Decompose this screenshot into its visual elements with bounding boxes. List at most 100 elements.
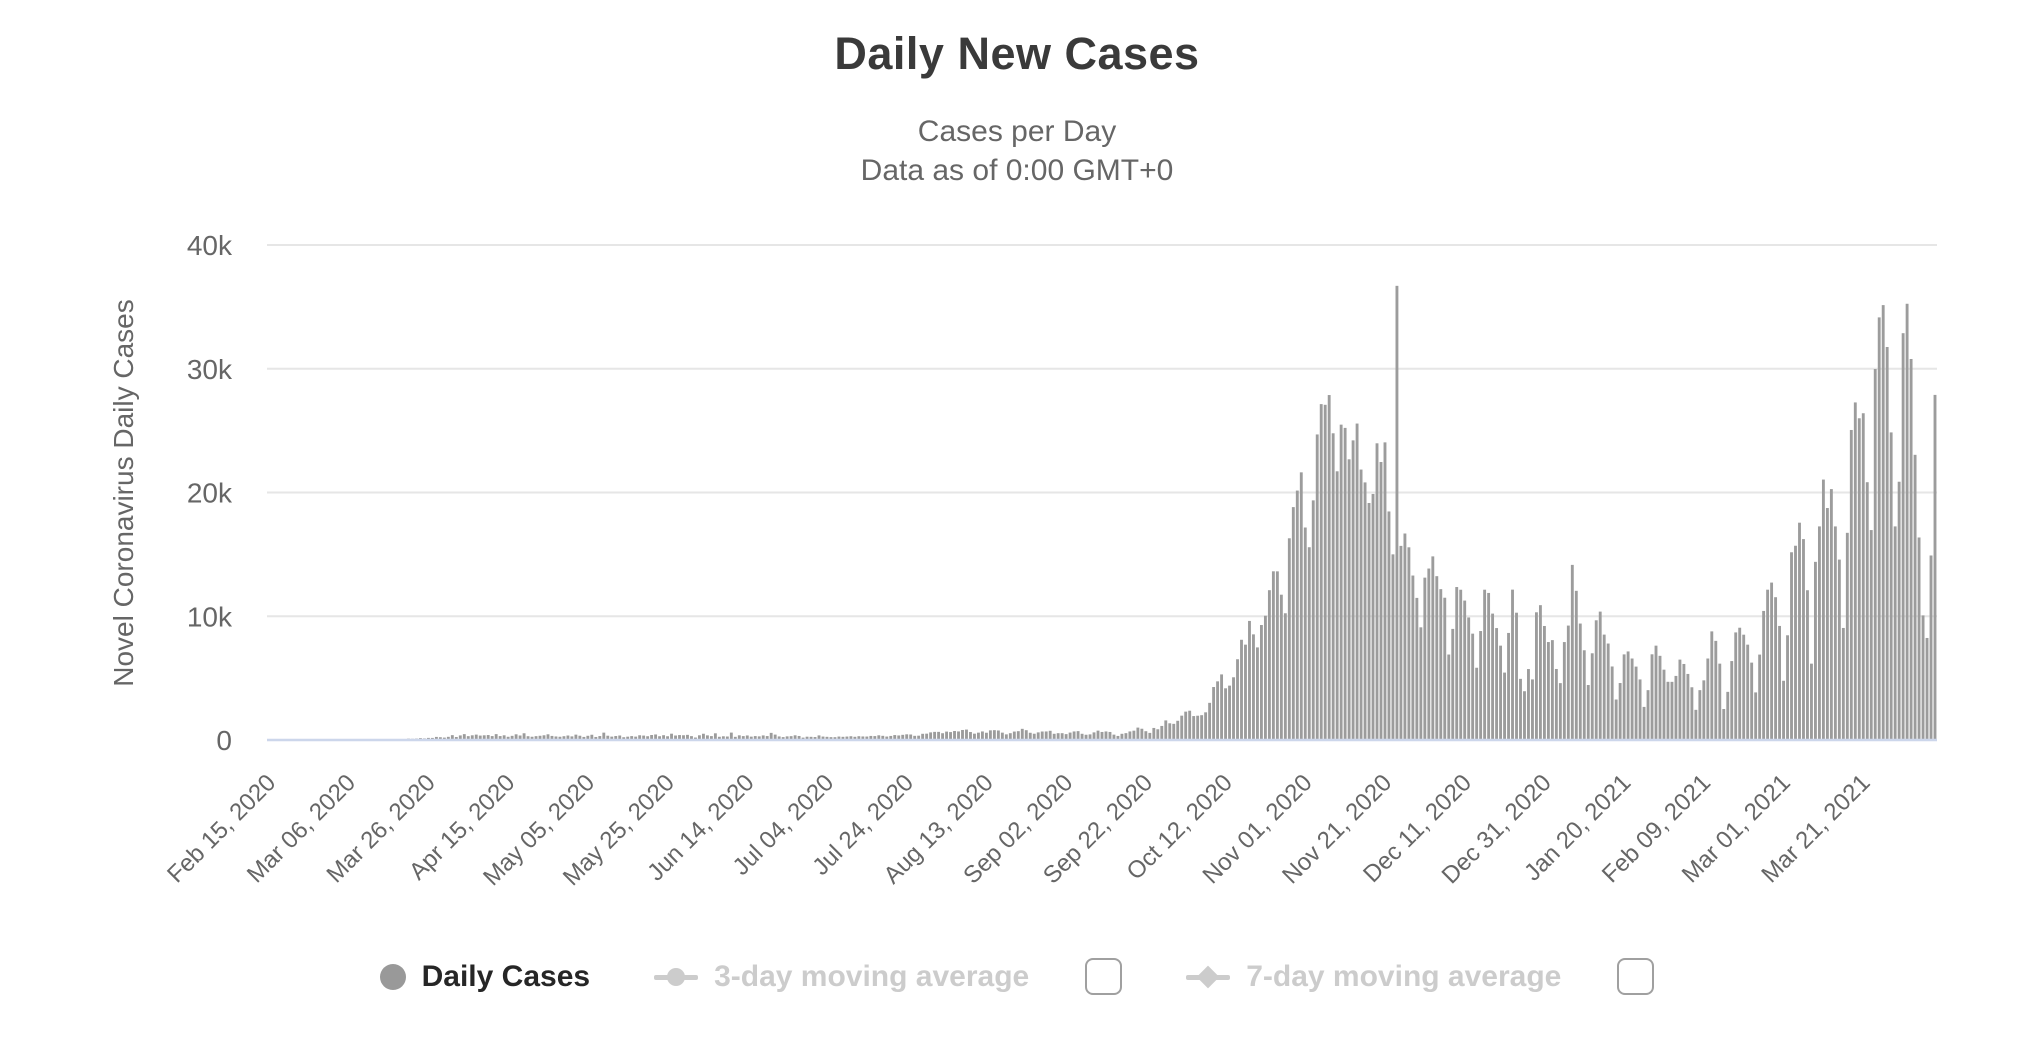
line-diamond-marker-icon	[1186, 965, 1231, 988]
bar	[1016, 731, 1020, 740]
bar	[454, 736, 458, 740]
bar	[833, 737, 837, 740]
bar	[1817, 526, 1821, 740]
bar	[809, 736, 813, 740]
bar	[713, 733, 717, 740]
bar	[1136, 727, 1140, 740]
bar	[1371, 493, 1375, 740]
bar	[1909, 358, 1913, 740]
bar	[1236, 659, 1239, 740]
bar	[1901, 333, 1905, 740]
bar	[1471, 633, 1475, 740]
bar	[502, 735, 506, 740]
bar	[702, 733, 705, 740]
bar	[1889, 432, 1893, 740]
bar	[1782, 680, 1785, 740]
bar	[618, 735, 622, 740]
bar	[1746, 644, 1750, 740]
bar	[1040, 731, 1044, 740]
bar	[1044, 731, 1048, 740]
bar	[698, 735, 701, 740]
y-tick-label: 20k	[187, 478, 233, 509]
bar	[1455, 587, 1459, 740]
bar	[749, 736, 753, 740]
bar	[1379, 462, 1383, 740]
legend-item-7day-moving-average[interactable]: 7-day moving average	[1186, 958, 1655, 995]
y-tick-label: 40k	[187, 230, 233, 261]
bar	[1347, 459, 1351, 740]
bar	[614, 736, 618, 740]
bar	[490, 736, 494, 740]
page-title: Daily New Cases	[834, 28, 1200, 79]
bar	[725, 736, 729, 740]
bar	[877, 735, 881, 740]
bar	[897, 735, 901, 740]
bar	[1754, 692, 1758, 740]
bar	[586, 735, 590, 740]
legend-item-3day-moving-average[interactable]: 3-day moving average	[654, 958, 1123, 995]
bar	[873, 736, 877, 740]
legend-item-daily-cases[interactable]: Daily Cases	[379, 960, 590, 994]
bar	[1582, 650, 1586, 740]
bar	[789, 736, 793, 740]
bar	[1435, 576, 1439, 740]
bar	[1542, 625, 1546, 740]
bar	[1048, 730, 1052, 740]
bar	[957, 731, 960, 740]
bar	[1702, 680, 1706, 740]
bar	[558, 736, 562, 740]
bar	[1921, 615, 1925, 740]
bar	[1375, 443, 1379, 740]
bar	[1263, 615, 1267, 740]
daily-cases-marker-icon	[379, 963, 406, 990]
bar	[646, 736, 650, 740]
checkbox-7day-moving-average[interactable]	[1617, 958, 1655, 995]
bar	[1531, 679, 1534, 740]
bar	[1546, 642, 1550, 740]
bar	[1630, 658, 1634, 740]
bar	[1913, 454, 1917, 740]
bar	[1825, 508, 1829, 740]
bar	[578, 735, 582, 740]
bar	[1164, 720, 1168, 740]
bar	[865, 736, 869, 740]
bar	[1419, 627, 1423, 740]
bar	[857, 736, 861, 740]
bar	[462, 734, 466, 740]
bar	[482, 735, 486, 740]
bar	[977, 732, 980, 740]
subtitle-line-2: Data as of 0:00 GMT+0	[860, 154, 1174, 187]
bar	[1120, 733, 1124, 740]
bar	[785, 736, 789, 740]
bar	[1810, 663, 1813, 740]
bar	[1578, 623, 1582, 740]
bar	[869, 735, 873, 740]
bar	[622, 737, 626, 740]
bar	[1152, 727, 1156, 740]
bar	[901, 734, 905, 740]
bar	[1658, 655, 1662, 740]
bar	[626, 736, 630, 740]
bar	[1706, 658, 1710, 740]
bar	[1116, 735, 1120, 740]
bar	[634, 736, 638, 740]
bar	[1666, 681, 1670, 740]
bar	[1112, 734, 1116, 740]
bar	[1228, 685, 1231, 740]
bar	[885, 736, 889, 740]
y-tick-label: 10k	[187, 601, 233, 632]
bar	[753, 736, 757, 740]
bar	[562, 736, 566, 740]
bar	[945, 731, 948, 740]
bar	[1220, 674, 1224, 740]
bar	[717, 736, 721, 740]
bar	[1634, 666, 1638, 740]
bar	[1678, 659, 1682, 740]
checkbox-3day-moving-average[interactable]	[1085, 958, 1123, 995]
bar	[1367, 502, 1371, 740]
bar	[1523, 691, 1526, 740]
bar	[1734, 632, 1738, 740]
bar	[1622, 654, 1626, 740]
bar	[1638, 679, 1642, 740]
bar	[1279, 594, 1283, 740]
